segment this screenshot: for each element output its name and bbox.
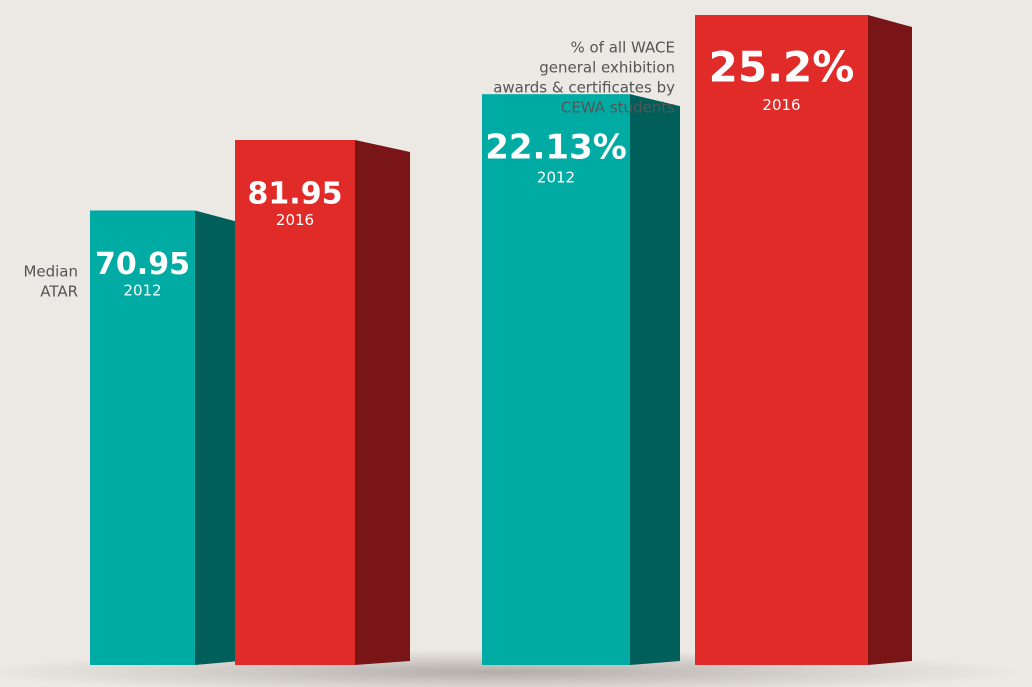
value-label: 70.95 — [95, 247, 190, 282]
chart-label: % of all WACE — [570, 39, 675, 57]
year-label: 2012 — [537, 169, 575, 187]
bar-side — [868, 15, 912, 665]
chart-label: Median — [23, 263, 78, 281]
bar-side — [630, 94, 680, 665]
chart-label: CEWA students — [561, 99, 675, 117]
year-label: 2012 — [123, 281, 161, 299]
value-label: 81.95 — [248, 177, 343, 212]
year-label: 2016 — [762, 96, 800, 114]
bar-side — [195, 210, 240, 666]
value-label: 25.2% — [709, 43, 855, 92]
chart-label: general exhibition — [539, 59, 675, 77]
bar-side — [355, 140, 410, 665]
bar — [235, 140, 355, 665]
value-label: 22.13% — [485, 128, 627, 168]
chart-label: awards & certificates by — [493, 79, 675, 97]
year-label: 2016 — [276, 211, 314, 229]
bar — [482, 94, 630, 665]
chart-label: ATAR — [40, 283, 78, 301]
bar — [695, 15, 868, 665]
bar — [90, 210, 195, 666]
